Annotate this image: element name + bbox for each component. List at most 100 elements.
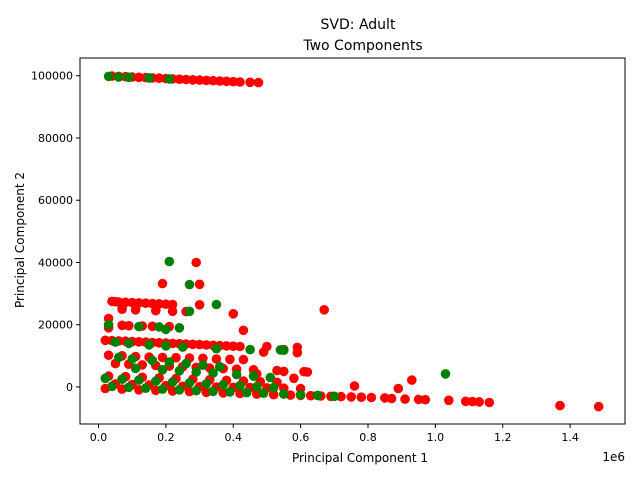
green-point bbox=[181, 358, 191, 369]
red-point bbox=[356, 392, 367, 403]
red-point bbox=[157, 352, 168, 363]
x-tick-label: 1.0 bbox=[427, 431, 445, 444]
green-point bbox=[161, 324, 171, 335]
red-point bbox=[188, 339, 198, 350]
green-point bbox=[201, 379, 212, 389]
green-point bbox=[110, 337, 121, 347]
y-tick-label: 0 bbox=[66, 381, 73, 394]
green-point bbox=[211, 343, 222, 354]
green-point bbox=[130, 363, 141, 374]
green-point bbox=[184, 279, 195, 290]
red-point bbox=[289, 373, 299, 384]
y-axis-label: Principal Component 2 bbox=[13, 172, 27, 308]
green-point bbox=[211, 299, 222, 310]
red-point bbox=[258, 347, 269, 357]
red-point bbox=[279, 366, 289, 377]
x-axis-label: Principal Component 1 bbox=[292, 451, 428, 465]
chart-subtitle: Two Components bbox=[302, 38, 422, 54]
red-point bbox=[319, 305, 330, 315]
green-point bbox=[144, 73, 154, 83]
green-point bbox=[295, 389, 306, 400]
green-point bbox=[279, 389, 289, 399]
red-point bbox=[103, 350, 114, 361]
y-tick-label: 80000 bbox=[38, 132, 73, 145]
green-point bbox=[198, 360, 208, 371]
red-point bbox=[151, 305, 161, 316]
green-point bbox=[164, 357, 175, 367]
green-point bbox=[127, 354, 137, 364]
green-point bbox=[268, 382, 279, 393]
green-point bbox=[147, 355, 158, 366]
green-point bbox=[248, 371, 259, 381]
y-tick-label: 60000 bbox=[38, 194, 73, 207]
red-point bbox=[349, 381, 360, 391]
green-point bbox=[107, 381, 117, 392]
green-point bbox=[184, 306, 195, 317]
red-point bbox=[124, 320, 134, 331]
x-tick-label: 0.6 bbox=[292, 431, 310, 444]
green-point bbox=[124, 72, 134, 83]
green-point bbox=[151, 376, 161, 386]
green-point bbox=[124, 338, 134, 349]
red-point bbox=[474, 397, 485, 407]
red-point bbox=[593, 401, 604, 412]
chart-title: SVD: Adult bbox=[321, 17, 396, 33]
green-point bbox=[157, 365, 168, 375]
red-point bbox=[225, 354, 235, 365]
red-point bbox=[407, 375, 417, 385]
green-point bbox=[124, 382, 134, 393]
red-point bbox=[420, 394, 431, 405]
green-point bbox=[174, 385, 185, 395]
scatter-points bbox=[100, 71, 604, 412]
green-point bbox=[245, 344, 255, 355]
green-point bbox=[103, 319, 114, 330]
red-point bbox=[346, 392, 357, 402]
y-tick-label: 40000 bbox=[38, 256, 73, 269]
red-point bbox=[113, 297, 124, 307]
red-point bbox=[198, 353, 208, 364]
red-point bbox=[221, 341, 232, 351]
red-point bbox=[253, 77, 264, 88]
x-tick-label: 0.0 bbox=[90, 431, 108, 444]
green-point bbox=[164, 74, 175, 84]
green-point bbox=[440, 369, 451, 379]
green-point bbox=[191, 385, 201, 396]
red-point bbox=[201, 75, 212, 86]
y-tick-label: 100000 bbox=[31, 70, 73, 83]
green-point bbox=[208, 368, 218, 378]
red-point bbox=[305, 390, 316, 401]
green-point bbox=[140, 383, 151, 394]
axes: 0.0 0.2 0.4 0.6 0.8 1.0 1.2 1.4 0 20000 40000 60000… bbox=[31, 57, 626, 444]
green-point bbox=[134, 321, 144, 332]
green-point bbox=[279, 345, 289, 356]
red-point bbox=[130, 305, 141, 315]
green-point bbox=[103, 71, 114, 82]
red-point bbox=[211, 354, 222, 364]
red-point bbox=[484, 397, 495, 408]
green-point bbox=[164, 256, 175, 267]
green-point bbox=[225, 387, 235, 397]
red-point bbox=[444, 395, 454, 406]
red-point bbox=[167, 299, 178, 310]
x-tick-label: 0.8 bbox=[359, 431, 377, 444]
red-point bbox=[302, 367, 313, 377]
red-point bbox=[413, 394, 424, 405]
red-point bbox=[117, 304, 127, 315]
red-point bbox=[157, 278, 168, 289]
red-point bbox=[167, 306, 178, 317]
green-point bbox=[312, 390, 323, 401]
red-point bbox=[238, 354, 249, 365]
plot-frame bbox=[79, 57, 626, 425]
red-point bbox=[147, 298, 158, 309]
red-point bbox=[191, 257, 201, 268]
red-point bbox=[194, 300, 205, 310]
red-point bbox=[235, 77, 245, 87]
red-point bbox=[366, 392, 377, 403]
red-point bbox=[400, 394, 410, 404]
green-point bbox=[157, 384, 168, 394]
red-point bbox=[386, 393, 397, 404]
red-point bbox=[235, 341, 245, 352]
green-point bbox=[329, 391, 340, 402]
red-point bbox=[134, 337, 144, 347]
